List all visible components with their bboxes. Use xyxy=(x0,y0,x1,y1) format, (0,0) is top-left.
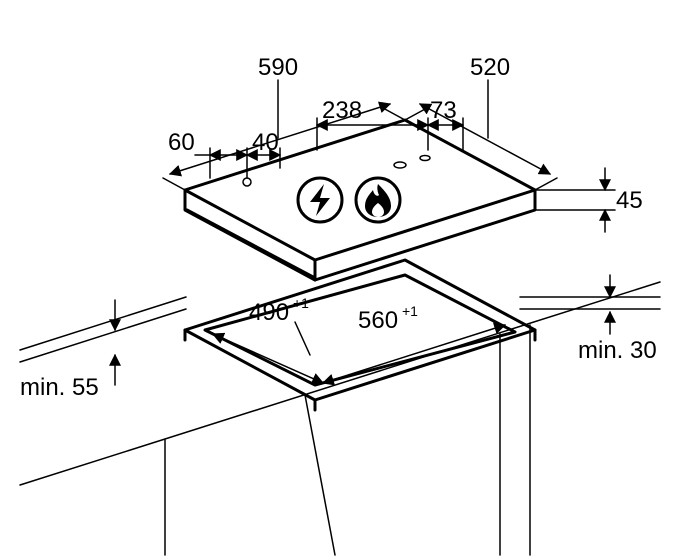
marker-dot-2 xyxy=(394,162,406,168)
dim-490: 490 +1 xyxy=(213,295,323,383)
marker-dot-3 xyxy=(420,156,430,161)
dim-45-label: 45 xyxy=(616,187,643,214)
marker-dot-1 xyxy=(243,178,251,186)
cooktop-top-view xyxy=(185,120,535,280)
countertop-lines xyxy=(20,282,660,555)
dim-490-label: 490 xyxy=(249,299,289,326)
dim-73-label: 73 xyxy=(430,97,457,124)
dim-590-label: 590 xyxy=(258,54,298,81)
electric-bolt-icon xyxy=(298,178,342,222)
dim-40-label: 40 xyxy=(252,129,279,156)
dim-min30-label: min. 30 xyxy=(578,337,657,364)
gas-flame-icon xyxy=(356,178,400,222)
dim-560-tol: +1 xyxy=(402,303,418,319)
installation-dimension-diagram: 590 520 238 73 60 40 xyxy=(0,0,675,558)
dim-min55-label: min. 55 xyxy=(20,374,99,401)
dim-min30: min. 30 xyxy=(578,275,657,364)
dim-520-label: 520 xyxy=(470,54,510,81)
dim-min55: min. 55 xyxy=(20,300,115,401)
dim-590: 590 xyxy=(163,54,405,190)
dim-490-tol: +1 xyxy=(293,295,309,311)
dim-238-label: 238 xyxy=(322,97,362,124)
dim-45: 45 xyxy=(535,168,643,232)
cutout-frame xyxy=(185,260,535,410)
dim-60-label: 60 xyxy=(168,129,195,156)
dim-560-label: 560 xyxy=(358,307,398,334)
